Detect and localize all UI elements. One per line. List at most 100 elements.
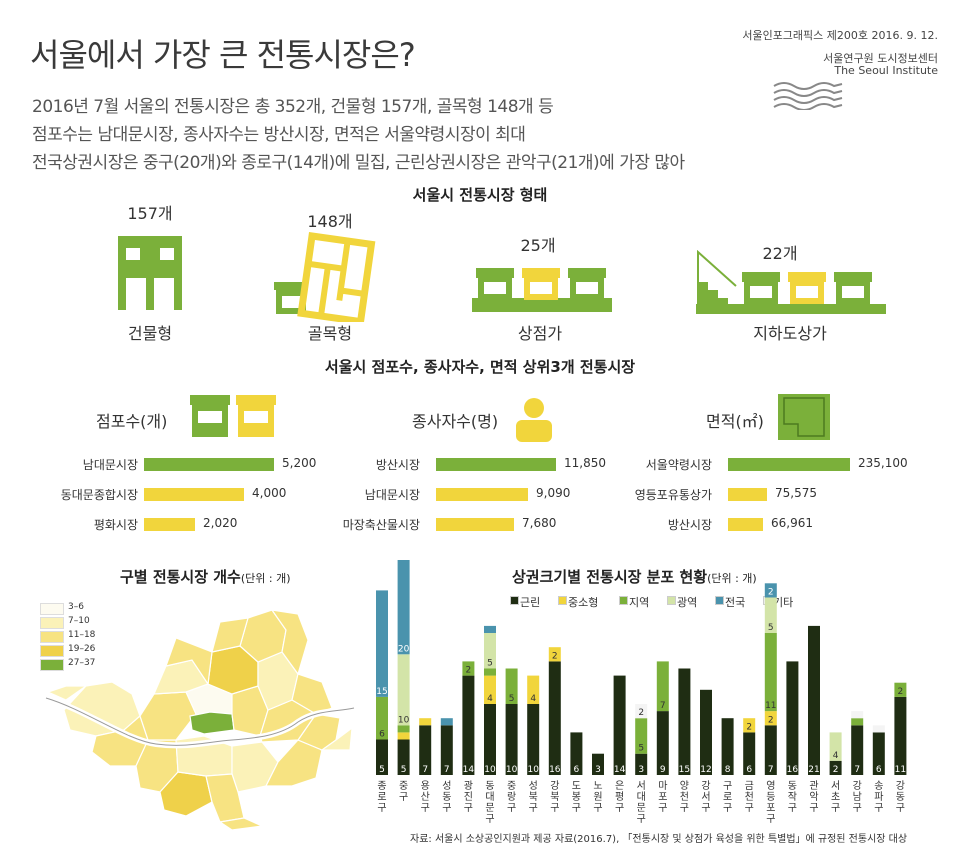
bar-value-label: 12 [700,765,711,775]
bar-segment [764,583,777,598]
rank-bar [728,488,767,501]
bar-segment [635,718,648,754]
bar-segment [764,711,777,726]
rank-value: 4,000 [252,486,287,500]
legend-swatch [619,596,628,605]
bar-value-label: 2 [768,588,774,598]
bar-value-label: 21 [808,765,819,775]
bar-value-label: 10 [527,765,539,775]
bar-value-label: 6 [379,730,385,740]
map-legend-item: 3–6 [40,602,120,615]
rank-name: 마장축산물시장 [342,518,420,532]
bar-segment [656,661,669,712]
map-title: 구별 전통시장 개수(단위 : 개) [120,566,291,587]
bar-segment [743,718,756,733]
rank-value: 5,200 [282,456,317,470]
bar-value-label: 7 [660,701,666,711]
bar-value-label: 10 [506,765,518,775]
bar-value-label: 2 [833,765,839,775]
legend-label: 전국 [725,596,746,609]
legend-label: 광역 [677,596,698,609]
type-label-underground: 지하도상가 [753,324,827,343]
type-count-shopping-street: 25개 [520,236,556,255]
legend-swatch [558,596,567,605]
rank-value: 75,575 [775,486,817,500]
legend-swatch [40,659,64,671]
bar-segment [397,732,410,740]
bar-segment [872,732,885,775]
bar-segment [721,718,734,775]
bar-segment [635,704,648,719]
rank-bar [144,518,195,531]
district-region [189,711,235,735]
bar-segment [397,654,410,726]
map-legend-item: 27–37 [40,658,120,671]
bar-segment [397,560,410,655]
bar-segment [592,753,604,775]
bar-value-label: 10 [484,765,496,775]
bar-segment [376,739,388,775]
rank-bar [436,458,556,471]
bar-segment [635,753,648,775]
bar-value-label: 7 [444,765,450,775]
bar-value-label: 3 [595,765,601,775]
district-region [320,726,353,751]
bar-segment [527,704,540,775]
bar-segment [548,647,561,662]
bar-segment [527,675,540,704]
issue-meta: 서울인포그래픽스 제200호 2016. 9. 12. [742,29,938,42]
worker-icon [516,398,552,442]
rank-value: 7,680 [522,516,557,530]
bar-segment [678,668,691,775]
legend-swatch [40,631,64,643]
rank-value: 235,100 [858,456,908,470]
types-title: 서울시 전통시장 형태 [412,186,548,204]
workers-head: 종사자수(명) [412,412,499,431]
bar-value-label: 4 [530,694,536,704]
han-river-outline [45,697,355,746]
map-title-text: 구별 전통시장 개수 [120,568,241,586]
bar-segment [462,661,475,676]
type-count-alley: 148개 [307,212,353,231]
legend-label: 기타 [773,596,794,609]
bar-value-label: 3 [638,765,644,775]
rank-name: 남대문시장 [82,458,138,472]
map-legend-item: 19–26 [40,644,120,657]
rank-bar [436,488,528,501]
bar-value-label: 2 [768,715,774,725]
bar-value-label: 11 [765,701,776,711]
type-label-building: 건물형 [127,324,173,343]
rank-bar [144,458,274,471]
bar-value-label: 15 [679,765,690,775]
legend-swatch [40,603,64,615]
bar-segment [851,725,864,775]
legend-label: 3–6 [68,602,84,612]
bar-value-label: 5 [509,694,515,704]
chart-title-text: 상권크기별 전통시장 분포 현황 [512,568,708,586]
bar-value-label: 2 [638,708,644,718]
rank-name: 방산시장 [667,518,712,532]
bar-segment [570,732,583,775]
bar-value-label: 6 [746,765,752,775]
legend-label: 7–10 [68,616,90,626]
type-label-alley: 골목형 [307,324,353,343]
source-note: 자료: 서울시 소상공인지원과 제공 자료(2016.7), 「전통시장 및 상… [410,834,908,845]
page-title: 서울에서 가장 큰 전통시장은? [30,36,416,74]
chart-unit: (단위 : 개) [707,572,757,585]
